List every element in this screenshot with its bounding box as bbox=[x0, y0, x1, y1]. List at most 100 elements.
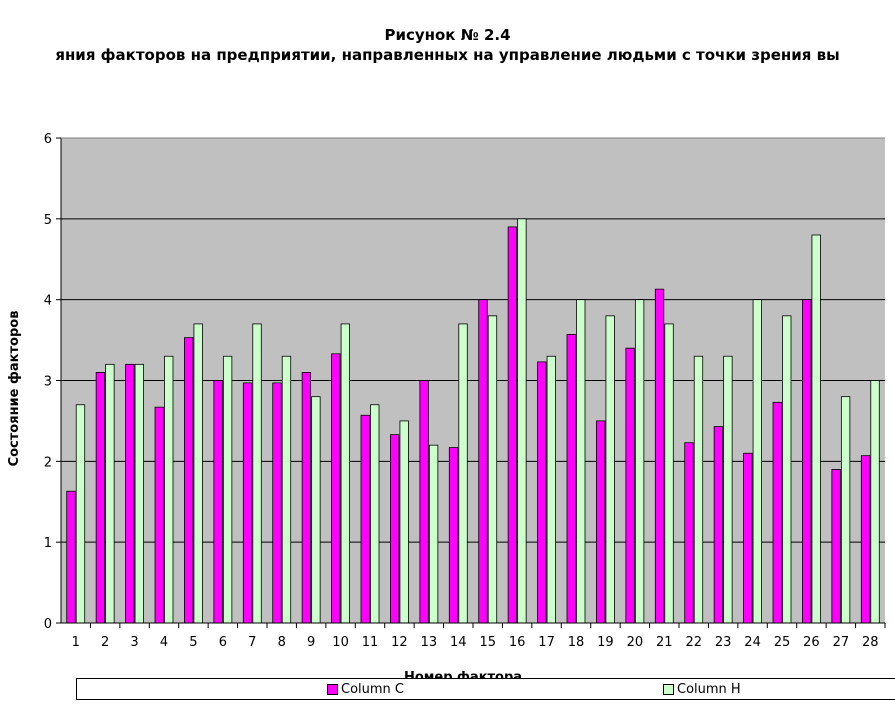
chart-legend: Column C Column H bbox=[76, 678, 895, 700]
x-tick-label: 28 bbox=[862, 635, 879, 650]
bar-column-h bbox=[311, 396, 321, 624]
legend-label-column-h: Column H bbox=[677, 682, 741, 697]
y-tick-label: 3 bbox=[44, 375, 52, 390]
bar-column-h bbox=[193, 323, 203, 624]
y-tick-label: 2 bbox=[44, 455, 52, 470]
bar-column-c bbox=[713, 426, 724, 624]
x-tick-label: 22 bbox=[685, 635, 702, 650]
x-tick-label: 24 bbox=[744, 635, 761, 650]
x-tick-label: 2 bbox=[101, 635, 109, 650]
legend-swatch-column-c bbox=[327, 684, 338, 695]
bar-column-c bbox=[360, 414, 370, 624]
bar-column-c bbox=[95, 372, 106, 624]
bar-column-h bbox=[752, 299, 762, 624]
chart-subtitle-text: яния факторов на предприятии, направленн… bbox=[55, 46, 840, 64]
bar-column-h bbox=[164, 355, 174, 624]
bar-column-h bbox=[546, 355, 556, 624]
x-tick-label: 26 bbox=[803, 635, 820, 650]
legend-item-column-c: Column C bbox=[327, 682, 404, 697]
x-tick-label: 15 bbox=[479, 635, 496, 650]
bar-column-h bbox=[664, 323, 674, 624]
bar-column-c bbox=[125, 363, 135, 624]
legend-swatch-column-h bbox=[663, 684, 674, 695]
y-axis-label: Состояние факторов bbox=[7, 311, 22, 467]
bar-column-h bbox=[458, 323, 468, 624]
x-tick-label: 5 bbox=[189, 635, 197, 650]
bar-column-h bbox=[723, 355, 733, 624]
bar-column-c bbox=[272, 382, 282, 624]
bar-column-c bbox=[743, 452, 753, 624]
y-tick-label: 1 bbox=[44, 536, 52, 551]
bar-column-h bbox=[693, 355, 704, 624]
bar-column-c bbox=[448, 447, 459, 624]
bar-column-c bbox=[390, 434, 400, 624]
x-tick-label: 16 bbox=[509, 635, 526, 650]
legend-item-column-h: Column H bbox=[663, 682, 741, 697]
bar-column-c bbox=[242, 382, 253, 624]
bar-column-c bbox=[478, 299, 488, 624]
x-tick-label: 23 bbox=[715, 635, 732, 650]
bar-column-c bbox=[566, 334, 576, 624]
x-tick-label: 12 bbox=[391, 635, 408, 650]
bar-column-h bbox=[487, 315, 498, 624]
x-tick-label: 8 bbox=[278, 635, 286, 650]
x-tick-label: 9 bbox=[307, 635, 315, 650]
bar-column-h bbox=[517, 218, 527, 624]
bar-column-c bbox=[301, 372, 312, 624]
bar-column-h bbox=[75, 404, 86, 624]
x-tick-label: 20 bbox=[627, 635, 644, 650]
bar-column-h bbox=[222, 355, 233, 624]
bar-column-c bbox=[537, 361, 547, 624]
bar-column-c bbox=[831, 469, 841, 624]
bar-column-c bbox=[66, 490, 76, 624]
x-tick-label: 1 bbox=[72, 635, 80, 650]
bar-column-h bbox=[782, 315, 792, 624]
x-tick-label: 17 bbox=[538, 635, 555, 650]
bar-column-h bbox=[840, 396, 851, 624]
bar-column-c bbox=[213, 380, 223, 624]
bar-column-c bbox=[654, 288, 665, 624]
bar-column-c bbox=[684, 442, 694, 624]
bar-column-h bbox=[576, 299, 586, 624]
x-tick-label: 25 bbox=[774, 635, 791, 650]
chart-title: Рисунок № 2.4 bbox=[384, 26, 511, 44]
x-tick-label: 6 bbox=[219, 635, 227, 650]
x-tick-label: 27 bbox=[833, 635, 850, 650]
x-tick-label: 4 bbox=[160, 635, 168, 650]
bar-column-h bbox=[134, 363, 144, 624]
bar-column-h bbox=[634, 299, 645, 624]
bar-column-h bbox=[399, 420, 409, 624]
bar-column-h bbox=[105, 363, 115, 624]
y-tick-label: 6 bbox=[44, 132, 52, 147]
x-tick-label: 10 bbox=[332, 635, 349, 650]
bar-column-c bbox=[802, 299, 812, 624]
bar-column-h bbox=[870, 380, 880, 624]
x-tick-label: 14 bbox=[450, 635, 467, 650]
y-tick-label: 4 bbox=[44, 294, 52, 309]
bar-column-h bbox=[428, 444, 439, 624]
x-tick-label: 19 bbox=[597, 635, 614, 650]
bar-column-c bbox=[419, 380, 429, 624]
bar-column-c bbox=[772, 401, 782, 624]
bar-column-h bbox=[340, 323, 350, 624]
x-tick-label: 13 bbox=[421, 635, 438, 650]
x-tick-label: 18 bbox=[568, 635, 585, 650]
x-tick-label: 7 bbox=[248, 635, 256, 650]
chart-subtitle: яния факторов на предприятии, направленн… bbox=[0, 46, 895, 64]
legend-label-column-c: Column C bbox=[341, 682, 404, 697]
bar-column-c bbox=[154, 406, 164, 624]
bar-column-h bbox=[252, 323, 262, 624]
y-tick-label: 0 bbox=[44, 617, 52, 632]
bar-column-h bbox=[605, 315, 615, 624]
bar-column-c bbox=[860, 455, 871, 624]
x-tick-label: 11 bbox=[362, 635, 379, 650]
bar-column-h bbox=[281, 355, 292, 624]
bar-column-c bbox=[184, 337, 194, 624]
bar-column-c bbox=[596, 420, 606, 624]
bar-column-c bbox=[625, 347, 635, 624]
bar-column-h bbox=[370, 404, 380, 624]
bar-column-h bbox=[811, 234, 821, 624]
y-tick-label: 5 bbox=[44, 213, 52, 228]
x-tick-label: 21 bbox=[656, 635, 673, 650]
